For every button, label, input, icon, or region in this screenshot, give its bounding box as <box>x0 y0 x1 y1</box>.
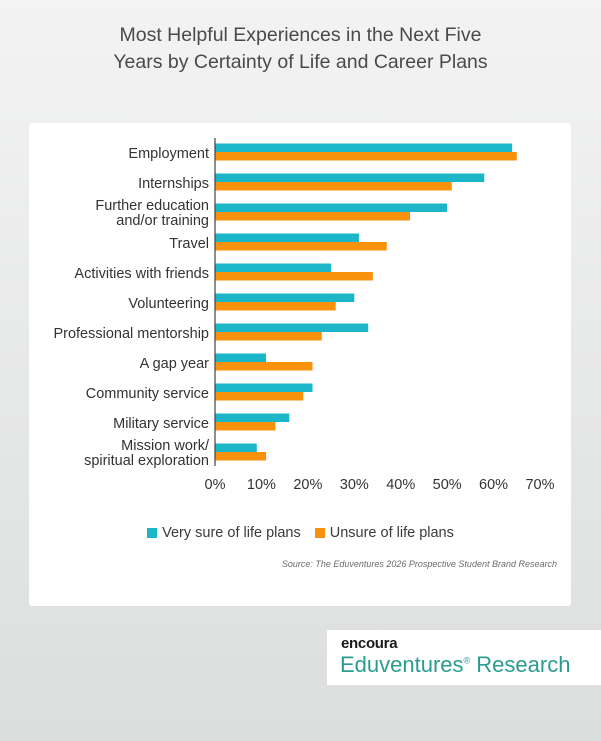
bar-very-sure <box>215 173 485 182</box>
bar-very-sure <box>215 263 332 272</box>
legend-label-unsure: Unsure of life plans <box>329 525 454 541</box>
bar-unsure <box>215 332 322 341</box>
chart-title: Most Helpful Experiences in the Next Fiv… <box>0 22 601 76</box>
bar-very-sure <box>215 293 355 302</box>
legend-swatch-very-sure <box>147 528 158 538</box>
x-tick-label: 30% <box>340 477 369 493</box>
bar-unsure <box>215 242 387 251</box>
logo-eduventures-research: Eduventures® Research <box>340 652 570 678</box>
x-tick-label: 20% <box>293 477 322 493</box>
category-label: Travel <box>169 236 209 252</box>
category-label-line: Travel <box>169 236 209 252</box>
source-note: Source: The Eduventures 2026 Prospective… <box>281 559 557 569</box>
legend-item-unsure: Unsure of life plans <box>314 525 454 541</box>
bar-unsure <box>215 212 410 221</box>
bar-very-sure <box>215 383 313 392</box>
category-label-line: Internships <box>138 176 209 192</box>
category-label: Mission work/spiritual exploration <box>84 438 210 469</box>
chart-title-line-2: Years by Certainty of Life and Career Pl… <box>113 51 488 73</box>
bar-very-sure <box>215 233 359 242</box>
bar-very-sure <box>215 143 513 152</box>
bar-unsure <box>215 362 313 371</box>
bar-unsure <box>215 422 276 431</box>
x-tick-label: 10% <box>247 477 276 493</box>
x-tick-label: 70% <box>525 477 554 493</box>
category-label-line: Mission work/ <box>121 438 210 454</box>
x-tick-label: 60% <box>479 477 508 493</box>
category-label-line: Further education <box>95 198 209 214</box>
category-label-line: Volunteering <box>128 296 209 312</box>
category-label-line: Employment <box>128 146 209 162</box>
logo-encoura: encoura <box>341 635 398 652</box>
category-label: Activities with friends <box>74 266 209 282</box>
category-label-line: A gap year <box>140 356 209 372</box>
category-label-line: Activities with friends <box>74 266 209 282</box>
logo-research: Research <box>470 652 571 677</box>
x-tick-label: 50% <box>433 477 462 493</box>
logo-eduventures: Eduventures <box>340 652 464 677</box>
logo-registered-mark: ® <box>463 655 471 666</box>
category-label: Community service <box>86 386 209 402</box>
legend-swatch-unsure <box>314 528 325 538</box>
chart-legend: Very sure of life plans Unsure of life p… <box>0 525 601 541</box>
category-label-line: Military service <box>113 416 209 432</box>
bar-unsure <box>215 452 267 461</box>
bar-unsure <box>215 272 373 281</box>
bar-very-sure <box>215 413 290 422</box>
bar-very-sure <box>215 323 369 332</box>
brand-logo: encoura Eduventures® Research <box>327 630 601 685</box>
x-tick-label: 0% <box>205 477 226 493</box>
category-label: Professional mentorship <box>53 326 209 342</box>
category-label-line: spiritual exploration <box>84 453 209 469</box>
bar-very-sure <box>215 203 448 212</box>
legend-label-very-sure: Very sure of life plans <box>162 525 301 541</box>
category-label-line: Professional mentorship <box>53 326 209 342</box>
bar-unsure <box>215 392 304 401</box>
bar-unsure <box>215 152 517 161</box>
category-label: Internships <box>138 176 209 192</box>
category-label-line: and/or training <box>116 213 209 229</box>
bar-unsure <box>215 302 336 311</box>
x-tick-label: 40% <box>386 477 415 493</box>
bar-very-sure <box>215 443 257 452</box>
category-label: Military service <box>113 416 209 432</box>
category-label: Volunteering <box>128 296 209 312</box>
legend-item-very-sure: Very sure of life plans <box>147 525 301 541</box>
bar-very-sure <box>215 353 267 362</box>
category-label: Employment <box>128 146 209 162</box>
category-label: A gap year <box>140 356 209 372</box>
bar-unsure <box>215 182 452 191</box>
category-label-line: Community service <box>86 386 209 402</box>
chart-title-line-1: Most Helpful Experiences in the Next Fiv… <box>119 24 482 46</box>
category-label: Further education and/or training <box>95 198 209 229</box>
